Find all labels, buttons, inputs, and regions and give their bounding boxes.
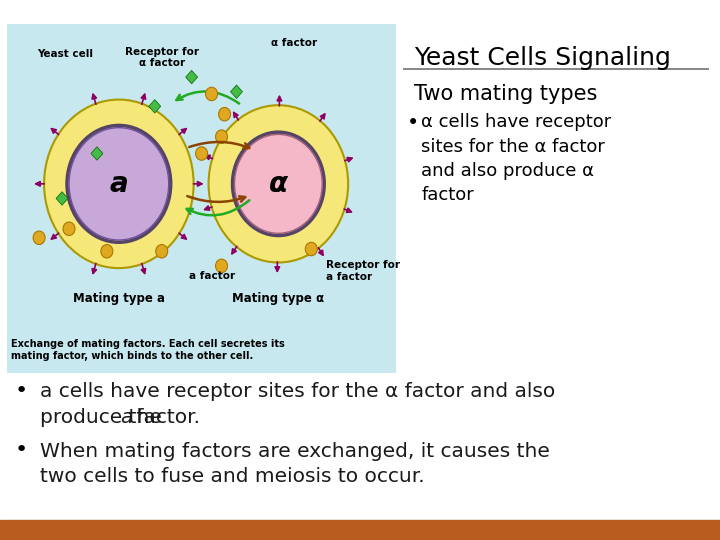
Circle shape bbox=[215, 259, 228, 273]
Text: When mating factors are exchanged, it causes the: When mating factors are exchanged, it ca… bbox=[40, 442, 549, 461]
Circle shape bbox=[33, 231, 45, 245]
Circle shape bbox=[219, 107, 230, 121]
Text: Yeast cell: Yeast cell bbox=[37, 49, 93, 59]
Text: factor: factor bbox=[421, 186, 474, 204]
Circle shape bbox=[44, 99, 194, 268]
Text: factor.: factor. bbox=[130, 408, 199, 427]
Text: a cells have receptor sites for the α factor and also: a cells have receptor sites for the α fa… bbox=[40, 382, 555, 401]
Text: Two mating types: Two mating types bbox=[414, 84, 598, 104]
Polygon shape bbox=[91, 147, 103, 160]
Text: a: a bbox=[120, 408, 132, 427]
Text: •: • bbox=[407, 113, 419, 133]
Circle shape bbox=[63, 222, 75, 235]
Text: sites for the α factor: sites for the α factor bbox=[421, 138, 605, 156]
Text: α: α bbox=[269, 170, 288, 198]
Circle shape bbox=[305, 242, 318, 256]
Text: α cells have receptor: α cells have receptor bbox=[421, 113, 611, 131]
Text: two cells to fuse and meiosis to occur.: two cells to fuse and meiosis to occur. bbox=[40, 467, 424, 486]
Circle shape bbox=[196, 147, 207, 160]
Circle shape bbox=[156, 245, 168, 258]
Text: •: • bbox=[14, 381, 27, 401]
Circle shape bbox=[69, 127, 168, 240]
Text: Yeast Cells Signaling: Yeast Cells Signaling bbox=[414, 46, 671, 70]
Circle shape bbox=[215, 130, 228, 144]
Polygon shape bbox=[230, 85, 243, 98]
Polygon shape bbox=[186, 70, 197, 84]
Text: a factor: a factor bbox=[189, 272, 235, 281]
Text: Mating type a: Mating type a bbox=[73, 292, 165, 305]
Text: Exchange of mating factors. Each cell secretes its
mating factor, which binds to: Exchange of mating factors. Each cell se… bbox=[12, 339, 285, 361]
Text: Receptor for
a factor: Receptor for a factor bbox=[326, 260, 400, 282]
Circle shape bbox=[206, 87, 217, 100]
Polygon shape bbox=[56, 192, 68, 205]
Text: Mating type α: Mating type α bbox=[233, 292, 325, 305]
Text: produce the: produce the bbox=[40, 408, 168, 427]
Text: and also produce α: and also produce α bbox=[421, 162, 594, 180]
Circle shape bbox=[235, 134, 323, 233]
Polygon shape bbox=[149, 99, 161, 113]
Circle shape bbox=[209, 105, 348, 262]
Text: α factor: α factor bbox=[271, 38, 318, 48]
Circle shape bbox=[101, 245, 113, 258]
Text: Receptor for
α factor: Receptor for α factor bbox=[125, 47, 199, 69]
Text: •: • bbox=[14, 440, 27, 460]
Text: a: a bbox=[109, 170, 128, 198]
